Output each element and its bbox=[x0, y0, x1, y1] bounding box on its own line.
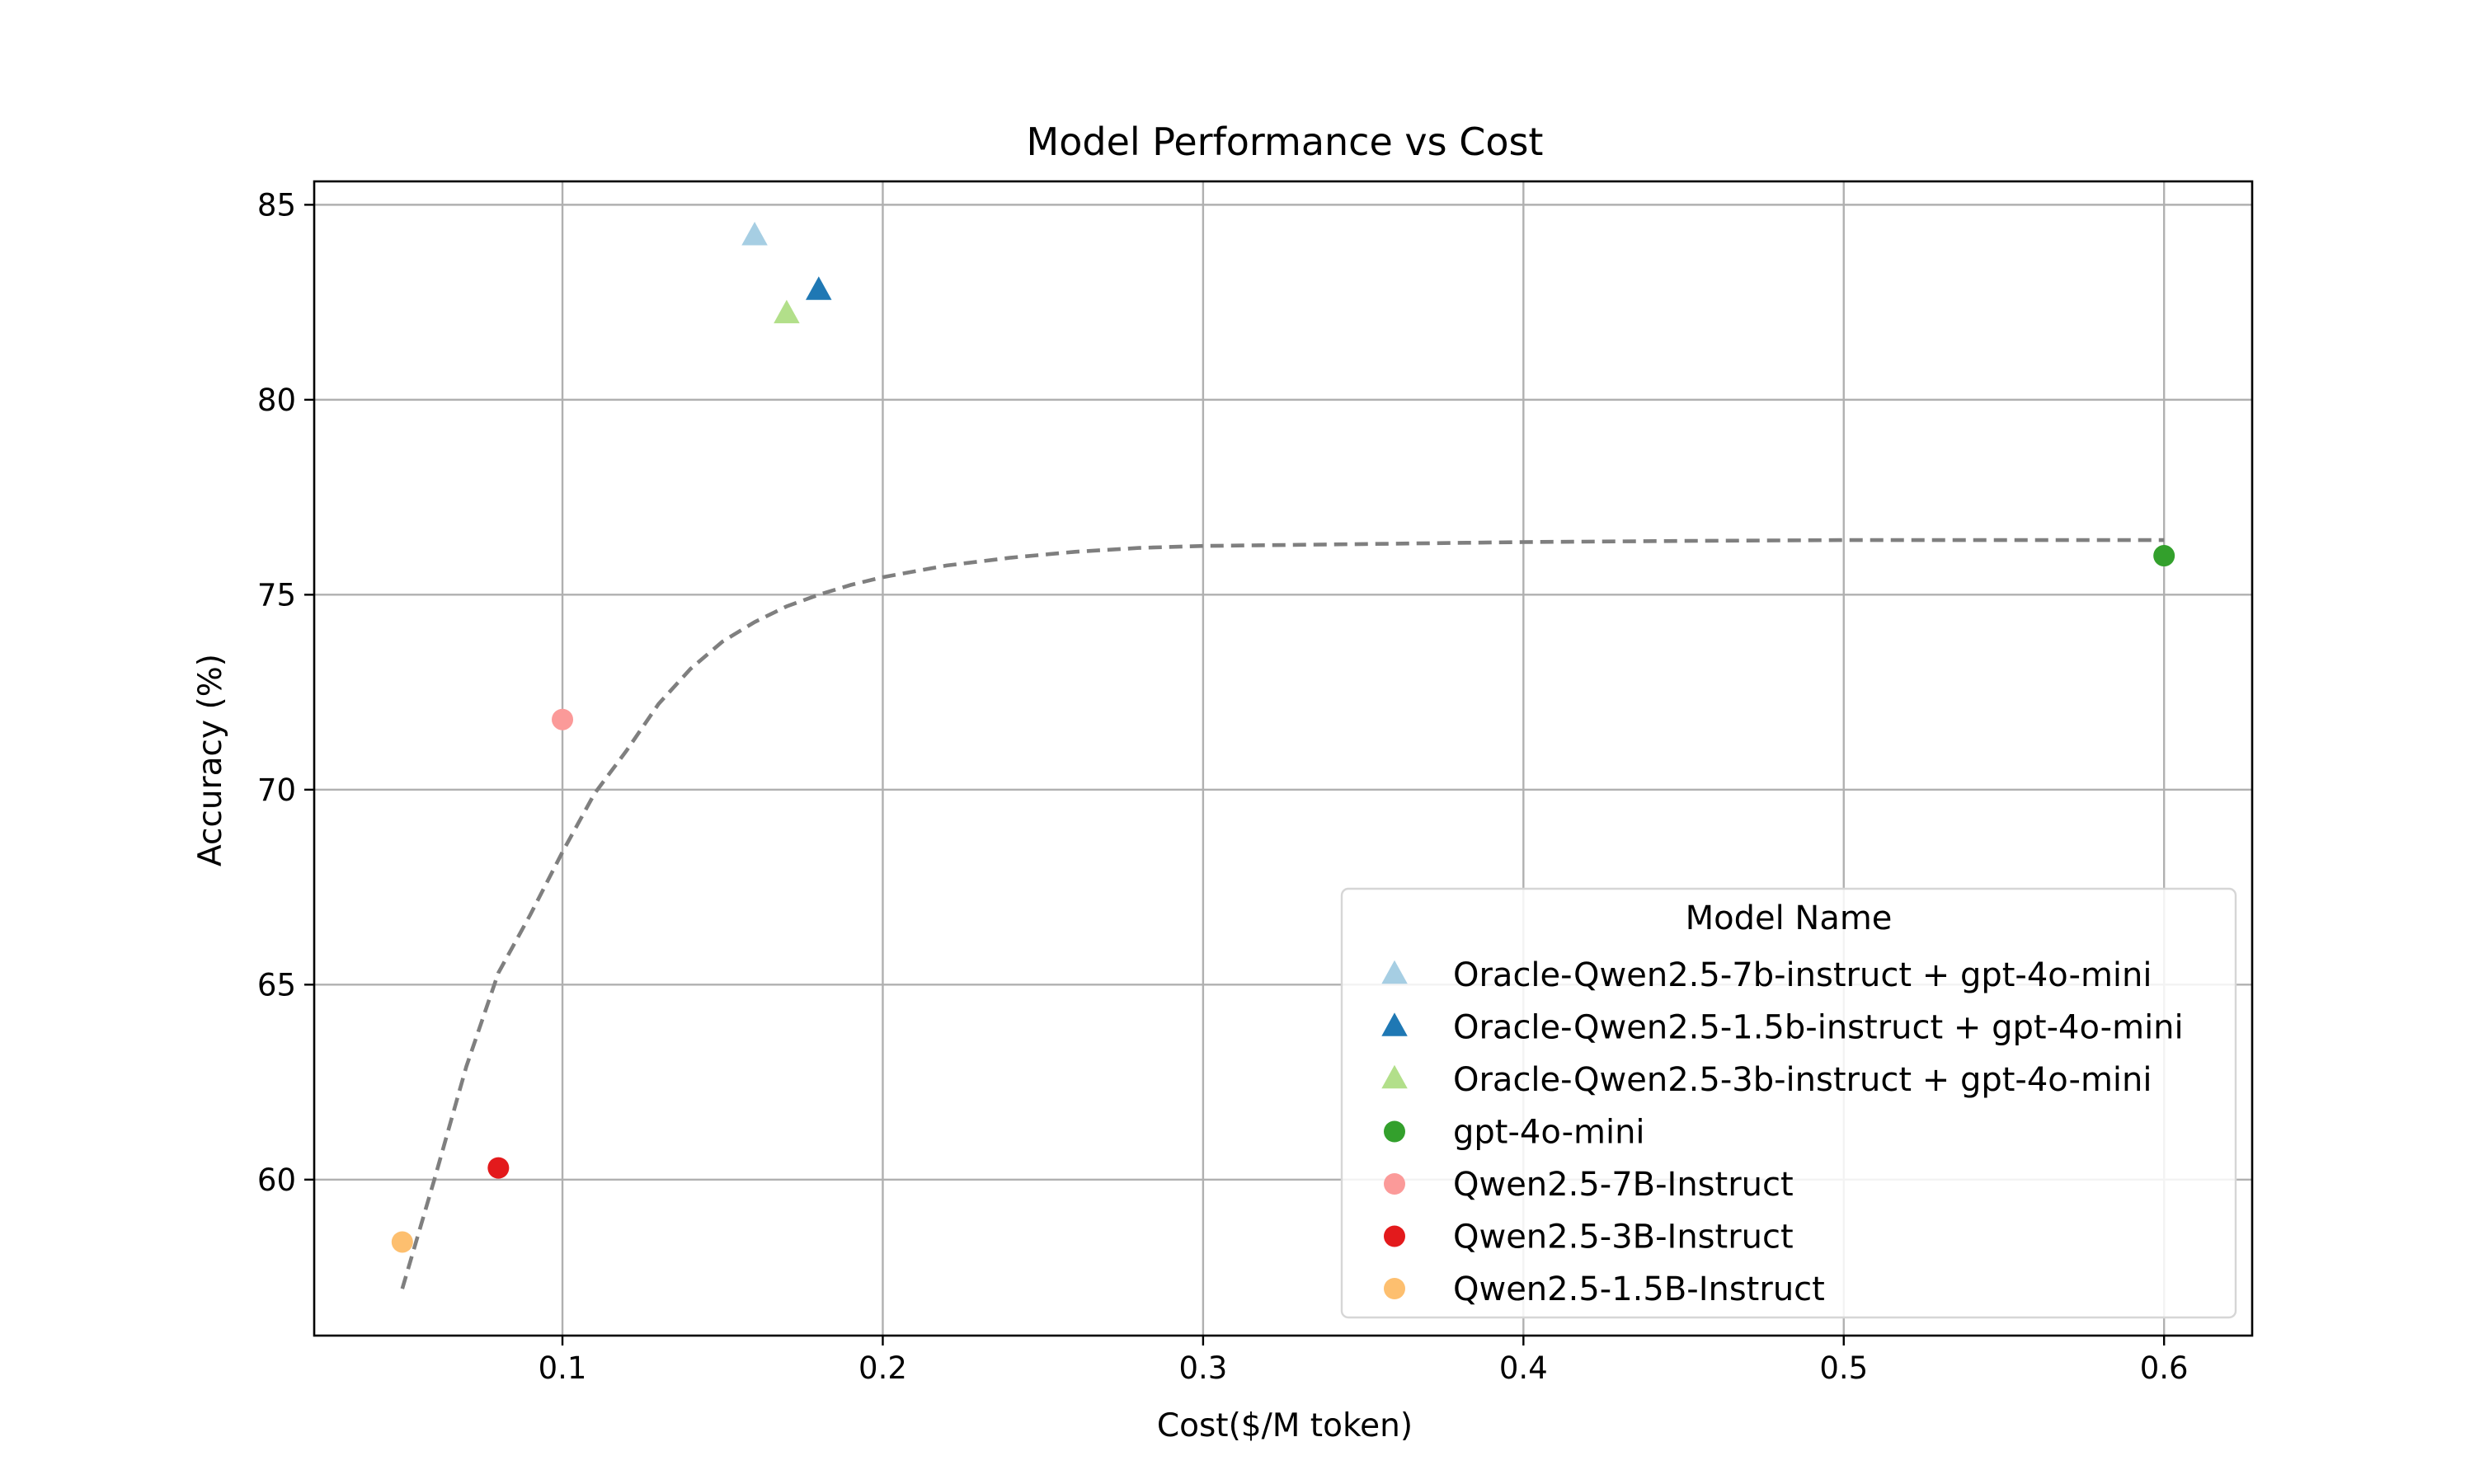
y-axis-label: Accuracy (%) bbox=[192, 654, 229, 866]
legend-label: Qwen2.5-1.5B-Instruct bbox=[1453, 1270, 1825, 1308]
data-points bbox=[391, 222, 2175, 1253]
legend-marker bbox=[1384, 1173, 1405, 1195]
data-point bbox=[487, 1157, 510, 1179]
y-tick-label: 85 bbox=[257, 187, 296, 223]
legend-title: Model Name bbox=[1686, 899, 1893, 937]
y-tick-label: 60 bbox=[257, 1162, 296, 1198]
trend-line bbox=[400, 538, 2165, 1289]
legend-marker bbox=[1381, 960, 1408, 984]
x-tick-label: 0.2 bbox=[858, 1350, 907, 1386]
legend: Model Name Oracle-Qwen2.5-7b-instruct + … bbox=[1340, 887, 2237, 1319]
legend-marker bbox=[1381, 1012, 1408, 1036]
x-tick-label: 0.3 bbox=[1178, 1350, 1227, 1386]
legend-label: Qwen2.5-7B-Instruct bbox=[1453, 1166, 1794, 1204]
y-tick-label: 65 bbox=[257, 967, 296, 1003]
x-tick-label: 0.4 bbox=[1499, 1350, 1548, 1386]
legend-marker bbox=[1384, 1225, 1405, 1247]
legend-label: Oracle-Qwen2.5-3b-instruct + gpt-4o-mini bbox=[1453, 1061, 2152, 1099]
legend-marker bbox=[1381, 1064, 1408, 1089]
data-point bbox=[552, 708, 574, 730]
legend-marker bbox=[1384, 1278, 1405, 1299]
x-tick-label: 0.5 bbox=[1819, 1350, 1868, 1386]
data-point bbox=[806, 276, 832, 300]
axes: 0.1 0.2 0.3 0.4 0.5 0.6 60 65 70 75 80 85 bbox=[257, 180, 2254, 1386]
chart-title: Model Performance vs Cost bbox=[1027, 120, 1544, 164]
data-point bbox=[774, 299, 800, 324]
y-tick-label: 80 bbox=[257, 383, 296, 418]
x-tick-label: 0.1 bbox=[539, 1350, 587, 1386]
x-axis-label: Cost($/M token) bbox=[1157, 1407, 1413, 1444]
data-point bbox=[2153, 545, 2175, 567]
data-point bbox=[741, 222, 768, 246]
legend-label: Oracle-Qwen2.5-7b-instruct + gpt-4o-mini bbox=[1453, 956, 2152, 994]
trend-line-group bbox=[400, 538, 2165, 1289]
plot-frame bbox=[313, 180, 2254, 1337]
legend-label: Qwen2.5-3B-Instruct bbox=[1453, 1219, 1794, 1256]
y-tick-label: 70 bbox=[257, 773, 296, 808]
legend-label: gpt-4o-mini bbox=[1453, 1114, 1645, 1152]
legend-label: Oracle-Qwen2.5-1.5b-instruct + gpt-4o-mi… bbox=[1453, 1009, 2184, 1047]
y-tick-label: 75 bbox=[257, 577, 296, 613]
legend-marker bbox=[1384, 1120, 1405, 1143]
x-tick-label: 0.6 bbox=[2140, 1350, 2189, 1386]
data-point bbox=[391, 1231, 413, 1253]
legend-box bbox=[1340, 887, 2237, 1319]
